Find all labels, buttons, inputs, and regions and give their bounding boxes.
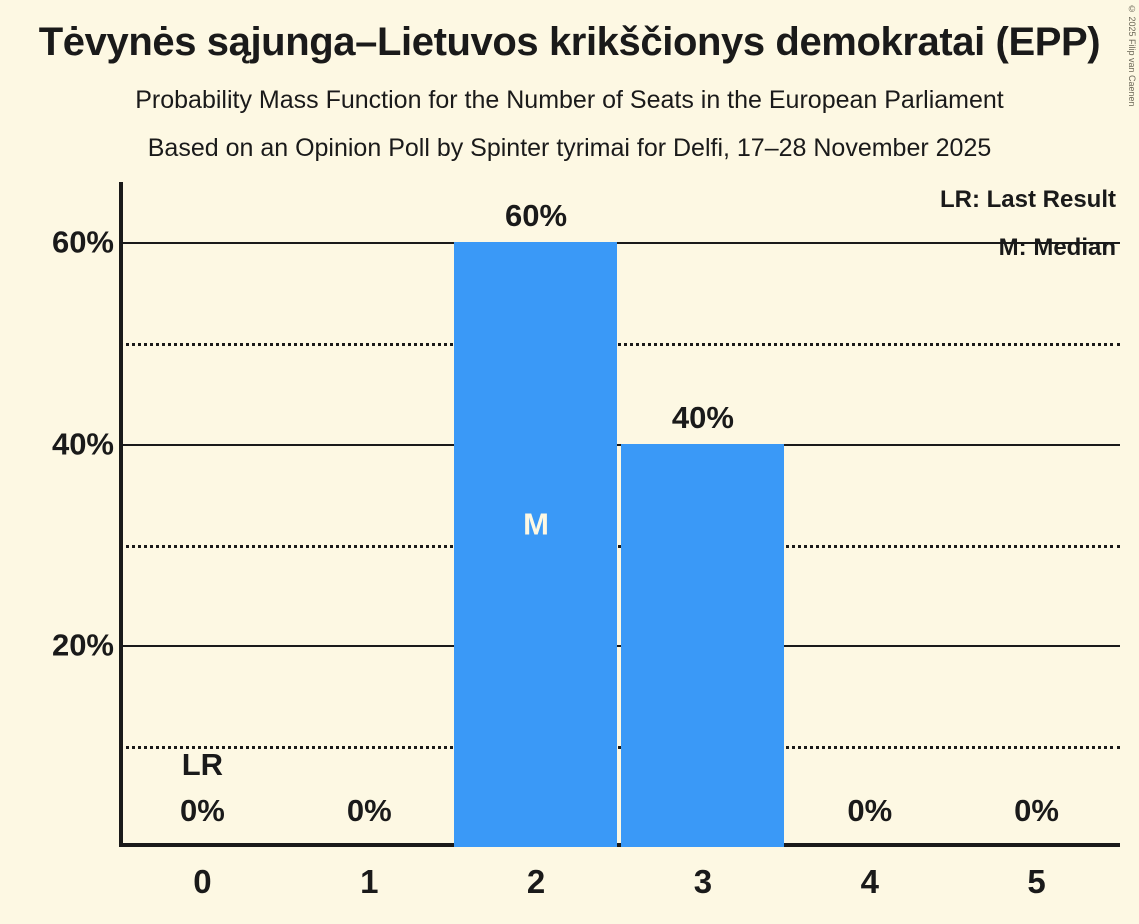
gridline-minor xyxy=(119,746,1120,750)
x-tick-label: 2 xyxy=(526,863,546,900)
bar-value-label: 0% xyxy=(1014,793,1059,828)
y-tick-label: 20% xyxy=(51,627,114,663)
last-result-marker: LR xyxy=(181,747,224,783)
bar-value-label: 40% xyxy=(671,399,734,435)
x-tick-label: 0 xyxy=(193,863,212,900)
y-tick-label: 40% xyxy=(51,426,114,462)
bar-value-label: 0% xyxy=(847,793,893,828)
gridline-minor xyxy=(119,343,1120,347)
gridline-minor xyxy=(119,544,1120,548)
copyright-notice: © 2025 Filip van Caenen xyxy=(1127,4,1137,107)
y-axis-line xyxy=(119,182,123,847)
gridline-major xyxy=(119,242,1120,245)
y-tick-label: 60% xyxy=(51,224,114,260)
legend-last-result: LR: Last Result xyxy=(939,186,1116,213)
x-axis-line xyxy=(119,843,1120,847)
legend-median: M: Median xyxy=(998,234,1116,261)
bar-value-label: 0% xyxy=(180,793,225,828)
chart-subtitle: Probability Mass Function for the Number… xyxy=(135,86,1004,114)
gridline-major xyxy=(119,443,1120,446)
bar-value-label: 60% xyxy=(505,198,568,234)
x-tick-label: 4 xyxy=(860,863,879,900)
chart-title: Tėvynės sąjunga–Lietuvos krikščionys dem… xyxy=(38,20,1101,64)
gridline-major xyxy=(119,645,1120,648)
x-tick-label: 3 xyxy=(693,863,713,900)
x-tick-label: 1 xyxy=(360,863,379,900)
bar[interactable] xyxy=(621,443,784,847)
chart-source-line: Based on an Opinion Poll by Spinter tyri… xyxy=(147,134,992,162)
x-tick-label: 5 xyxy=(1027,863,1046,900)
bar-value-label: 0% xyxy=(346,793,392,828)
plot-area: M 0% 0% 60% 40% 0% 0% LR LR: Last Result M: Me… xyxy=(119,182,1120,847)
bar[interactable] xyxy=(454,242,617,847)
